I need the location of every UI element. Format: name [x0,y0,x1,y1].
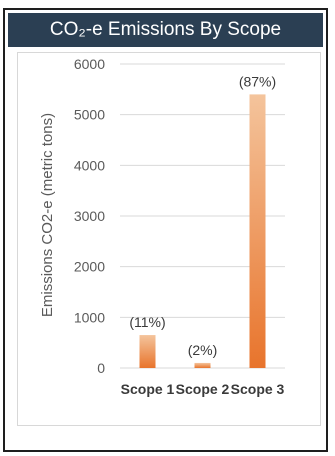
y-tick-label: 4000 [74,157,105,173]
data-label: (87%) [239,73,276,89]
y-tick-label: 1000 [74,309,105,325]
y-tick-label: 6000 [74,56,105,72]
category-label: Scope 2 [176,381,230,397]
y-axis-ticks: 0 1000 2000 3000 4000 5000 6000 [74,56,105,376]
bars [139,94,266,369]
y-tick-label: 0 [97,360,105,376]
y-tick-label: 3000 [74,208,105,224]
data-label: (2%) [188,342,218,358]
category-label: Scope 3 [231,381,285,397]
y-tick-label: 2000 [74,259,105,275]
data-labels: (11%) (2%) (87%) [129,73,276,358]
y-tick-label: 5000 [74,107,105,123]
data-label: (11%) [129,314,165,330]
category-label: Scope 1 [121,381,175,397]
bar-scope-2 [194,362,211,368]
bar-scope-3 [249,94,266,369]
chart-title: CO₂-e Emissions By Scope [8,13,323,47]
x-axis-categories: Scope 1 Scope 2 Scope 3 [121,381,285,397]
bar-scope-1 [139,335,156,368]
y-axis-label: Emissions CO2-e (metric tons) [39,113,56,317]
